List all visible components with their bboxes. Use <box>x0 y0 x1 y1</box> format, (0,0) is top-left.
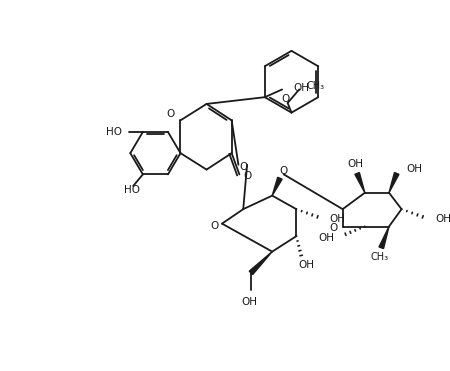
Polygon shape <box>379 227 389 249</box>
Polygon shape <box>249 252 272 275</box>
Polygon shape <box>355 173 365 193</box>
Text: OH: OH <box>347 159 363 169</box>
Text: OH: OH <box>406 164 423 174</box>
Text: O: O <box>282 94 290 104</box>
Text: OH: OH <box>294 82 310 92</box>
Text: O: O <box>279 165 288 175</box>
Polygon shape <box>272 177 282 196</box>
Text: CH₃: CH₃ <box>370 252 388 262</box>
Text: OH: OH <box>241 297 257 307</box>
Text: OH: OH <box>329 214 345 224</box>
Text: OH: OH <box>435 214 450 224</box>
Text: O: O <box>239 162 248 172</box>
Text: HO: HO <box>106 127 122 137</box>
Text: OH: OH <box>298 260 314 270</box>
Text: OH: OH <box>318 233 334 243</box>
Text: O: O <box>210 220 218 230</box>
Text: CH₃: CH₃ <box>307 81 325 91</box>
Text: O: O <box>243 171 252 181</box>
Text: O: O <box>166 109 175 119</box>
Text: HO: HO <box>124 185 140 195</box>
Text: O: O <box>329 223 338 233</box>
Polygon shape <box>389 173 399 193</box>
